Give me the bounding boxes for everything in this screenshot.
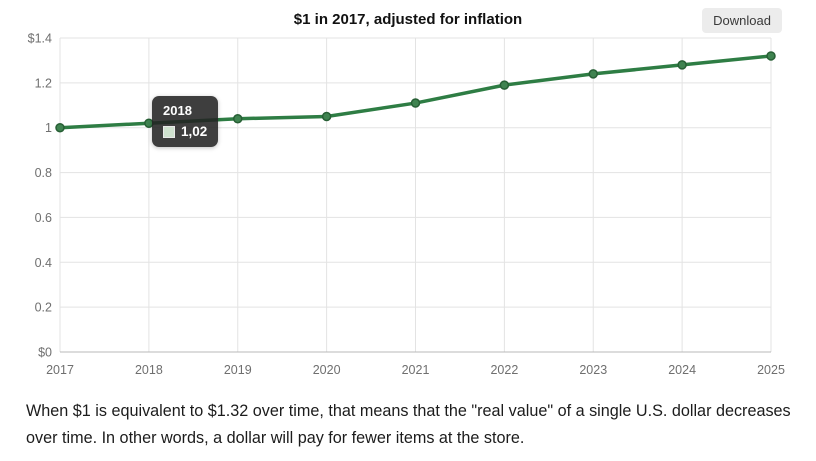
data-point[interactable] bbox=[321, 111, 332, 122]
data-point[interactable] bbox=[677, 60, 687, 70]
tooltip-value: 1,02 bbox=[181, 124, 208, 139]
x-axis-label: 2019 bbox=[224, 363, 252, 377]
plot-area: 2017 2018 2019 2020 2021 2022 2023 2024 2025 $1.4… bbox=[28, 32, 785, 378]
x-axis-label: 2018 bbox=[135, 363, 163, 377]
x-axis-label: 2023 bbox=[579, 363, 607, 377]
tooltip-year: 2018 bbox=[163, 103, 192, 118]
data-point[interactable] bbox=[233, 113, 243, 124]
y-axis-label: $1.4 bbox=[28, 32, 52, 46]
data-point[interactable] bbox=[499, 80, 510, 90]
chart-title: $1 in 2017, adjusted for inflation bbox=[293, 11, 523, 28]
x-axis-label: 2025 bbox=[757, 363, 785, 377]
y-axis-label: 0.6 bbox=[35, 211, 52, 225]
y-axis-label: $0 bbox=[38, 346, 52, 360]
data-point[interactable] bbox=[410, 98, 421, 108]
x-axis-label: 2020 bbox=[313, 363, 341, 377]
data-point[interactable] bbox=[55, 122, 65, 133]
x-axis-label: 2017 bbox=[46, 363, 74, 377]
data-point[interactable] bbox=[766, 51, 776, 61]
y-axis-label: 0.8 bbox=[35, 166, 52, 180]
y-axis-label: 1.2 bbox=[35, 76, 52, 90]
x-axis-label: 2021 bbox=[402, 363, 430, 377]
y-axis-label: 1 bbox=[45, 121, 52, 135]
y-axis-label: 0.4 bbox=[35, 256, 52, 270]
description-text: When $1 is equivalent to $1.32 over time… bbox=[26, 402, 791, 448]
y-axis-label: 0.2 bbox=[35, 301, 52, 315]
x-axis-label: 2022 bbox=[490, 363, 518, 377]
x-axis-label: 2024 bbox=[668, 363, 696, 377]
download-button[interactable]: Download bbox=[702, 8, 782, 33]
series-swatch-icon bbox=[163, 125, 175, 138]
chart-tooltip: 2018 1,02 bbox=[152, 96, 219, 147]
data-point[interactable] bbox=[588, 69, 598, 79]
tooltip-row: 1,02 bbox=[163, 124, 207, 139]
